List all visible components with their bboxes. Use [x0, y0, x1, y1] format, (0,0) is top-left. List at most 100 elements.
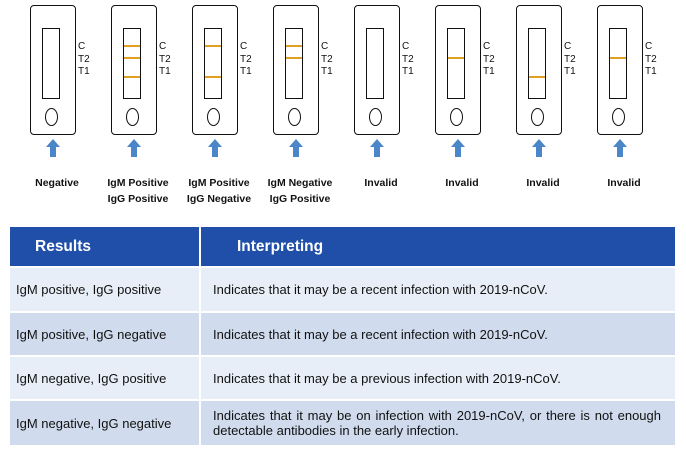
caption-line: IgM Positive [188, 177, 250, 189]
band-t2 [286, 57, 302, 59]
marker-label: C [78, 41, 86, 52]
cassette-caption: IgM Negative IgG Positive [255, 175, 345, 207]
marker-label: C [159, 41, 167, 52]
marker-label: T1 [645, 66, 657, 77]
test-cassette [192, 5, 238, 135]
band-t2 [610, 57, 626, 59]
interpretation-cell: Indicates that it may be on infection wi… [200, 399, 675, 445]
sample-well [45, 108, 58, 126]
interpretation-cell: Indicates that it may be a recent infect… [200, 266, 675, 312]
result-cell: IgM negative, IgG positive [10, 355, 201, 400]
sample-well [369, 108, 382, 126]
sample-well [531, 108, 544, 126]
table-header-row: Results Interpreting [10, 227, 675, 267]
caption-line: IgM Negative [267, 177, 333, 189]
marker-label: C [645, 41, 653, 52]
band-t2 [124, 57, 140, 59]
band-markers: C T2 T1 [159, 41, 179, 79]
cassette-caption: Negative [12, 175, 102, 191]
band-c [286, 45, 302, 47]
band-markers: C T2 T1 [240, 41, 260, 79]
band-t2 [448, 57, 464, 59]
interpretation-cell: Indicates that it may be a recent infect… [200, 311, 675, 356]
result-cell: IgM positive, IgG negative [10, 311, 201, 356]
marker-label: T1 [483, 66, 495, 77]
test-cassette [30, 5, 76, 135]
arrow-up-icon [46, 139, 60, 157]
arrow-up-icon [208, 139, 222, 157]
result-window [204, 28, 222, 99]
band-markers: C T2 T1 [564, 41, 584, 79]
caption-line: Invalid [364, 177, 398, 189]
band-t1 [205, 76, 221, 78]
band-markers: C T2 T1 [402, 41, 422, 79]
test-cassette [516, 5, 562, 135]
sample-well [612, 108, 625, 126]
result-window [123, 28, 141, 99]
band-markers: C T2 T1 [321, 41, 341, 79]
caption-line: IgG Positive [269, 193, 331, 205]
arrow-up-icon [289, 139, 303, 157]
marker-label: T2 [483, 53, 495, 65]
cassette-caption: IgM Positive IgG Positive [93, 175, 183, 207]
marker-label: C [483, 41, 491, 52]
marker-label: T2 [78, 53, 90, 65]
interpreting-column-header: Interpreting [200, 227, 675, 267]
test-cassette [597, 5, 643, 135]
result-window [285, 28, 303, 99]
sample-well [450, 108, 463, 126]
band-c [124, 45, 140, 47]
test-cassette [435, 5, 481, 135]
marker-label: T2 [159, 53, 171, 65]
marker-label: T1 [159, 66, 171, 77]
test-cassette [354, 5, 400, 135]
cassette-caption: Invalid [336, 175, 426, 191]
caption-line: IgG Negative [186, 193, 252, 205]
caption-line: Invalid [526, 177, 560, 189]
marker-label: T2 [564, 53, 576, 65]
test-cassette [273, 5, 319, 135]
result-window [447, 28, 465, 99]
caption-line: IgG Positive [107, 193, 169, 205]
result-window [42, 28, 60, 99]
result-cell: IgM negative, IgG negative [10, 399, 201, 445]
marker-label: C [564, 41, 572, 52]
marker-label: T1 [321, 66, 333, 77]
marker-label: T1 [402, 66, 414, 77]
table-row: IgM negative, IgG negative Indicates tha… [10, 399, 675, 445]
table-row: IgM positive, IgG negative Indicates tha… [10, 311, 675, 356]
sample-well [207, 108, 220, 126]
arrow-up-icon [613, 139, 627, 157]
marker-label: C [321, 41, 329, 52]
arrow-up-icon [532, 139, 546, 157]
caption-line: Invalid [445, 177, 479, 189]
band-markers: C T2 T1 [78, 41, 98, 79]
test-cassette [111, 5, 157, 135]
band-c [205, 45, 221, 47]
results-table: Results Interpreting IgM positive, IgG p… [10, 227, 675, 445]
table-row: IgM positive, IgG positive Indicates tha… [10, 266, 675, 312]
marker-label: T2 [645, 53, 657, 65]
band-markers: C T2 T1 [645, 41, 665, 79]
marker-label: T1 [564, 66, 576, 77]
arrow-up-icon [451, 139, 465, 157]
marker-label: T1 [240, 66, 252, 77]
cassette-caption: Invalid [417, 175, 507, 191]
band-t1 [529, 76, 545, 78]
sample-well [288, 108, 301, 126]
marker-label: T2 [240, 53, 252, 65]
caption-line: IgM Positive [107, 177, 169, 189]
table-row: IgM negative, IgG positive Indicates tha… [10, 355, 675, 400]
results-column-header: Results [10, 227, 201, 267]
arrow-up-icon [370, 139, 384, 157]
interpretation-cell: Indicates that it may be a previous infe… [200, 355, 675, 400]
marker-label: C [402, 41, 410, 52]
caption-line: Negative [35, 177, 79, 189]
result-window [528, 28, 546, 99]
marker-label: T1 [78, 66, 90, 77]
cassette-caption: Invalid [498, 175, 588, 191]
band-markers: C T2 T1 [483, 41, 503, 79]
cassette-caption: Invalid [579, 175, 669, 191]
cassette-caption: IgM Positive IgG Negative [174, 175, 264, 207]
marker-label: T2 [321, 53, 333, 65]
